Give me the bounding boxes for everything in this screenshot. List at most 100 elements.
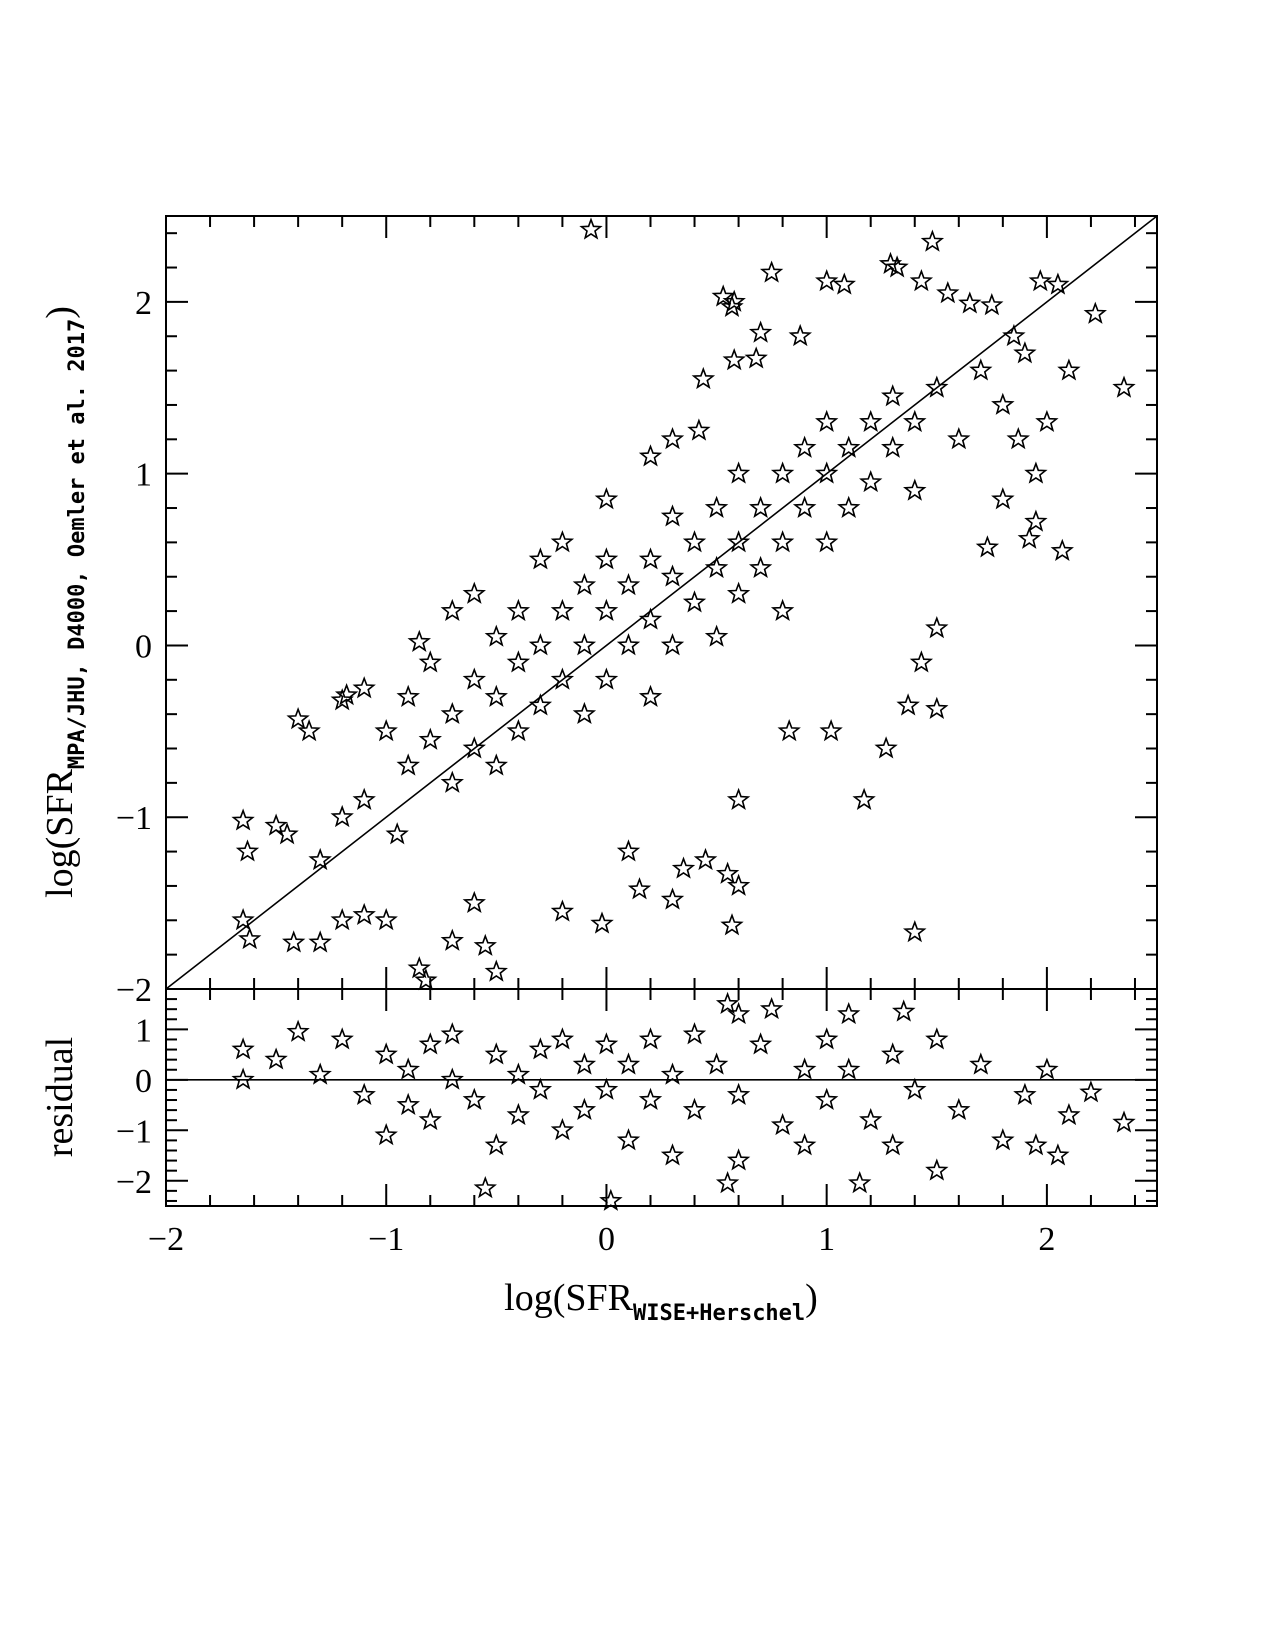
star-point [903, 920, 927, 943]
star-point [385, 822, 409, 845]
star-point [286, 1019, 310, 1042]
star-point [837, 435, 861, 458]
star-point [638, 1027, 663, 1050]
star-point [1002, 323, 1026, 347]
star-point [616, 1128, 641, 1151]
star-point [770, 530, 795, 553]
star-point [352, 787, 376, 810]
star-point [484, 1133, 508, 1156]
star-point [660, 564, 685, 587]
star-point [881, 1133, 905, 1156]
y-tick-label: −2 [116, 1164, 152, 1201]
star-point [572, 1097, 597, 1121]
star-point [594, 547, 619, 570]
star-point [374, 1042, 398, 1065]
star-point [704, 624, 729, 647]
star-point [925, 616, 949, 639]
star-point [792, 1057, 817, 1080]
star-point [1028, 269, 1052, 292]
star-point [638, 1087, 663, 1110]
star-point [594, 667, 619, 690]
star-point [691, 366, 716, 390]
star-point [903, 409, 927, 433]
star-point [909, 269, 934, 292]
star-point [744, 346, 768, 369]
star-point [1112, 1110, 1136, 1133]
star-point [462, 890, 486, 914]
star-point [1050, 538, 1074, 561]
star-point [720, 913, 744, 936]
star-point [616, 573, 641, 596]
star-point [231, 908, 255, 931]
star-point [590, 911, 614, 934]
star-point [975, 535, 1000, 558]
star-point [969, 1052, 993, 1075]
star-point [881, 435, 905, 458]
star-point [682, 530, 707, 553]
star-point [1006, 427, 1030, 450]
star-point [715, 991, 740, 1015]
star-point [414, 968, 438, 991]
star-point [1024, 509, 1048, 532]
star-point [920, 229, 945, 252]
reference-line [165, 215, 1158, 990]
star-point [726, 1148, 751, 1171]
star-point [1046, 272, 1070, 295]
star-point [1057, 358, 1081, 381]
star-point [440, 598, 464, 622]
star-point [528, 633, 553, 656]
star-point [726, 787, 751, 810]
star-point [407, 629, 431, 652]
star-point [881, 1042, 905, 1065]
star-point [594, 598, 619, 622]
star-point [726, 873, 751, 896]
star-point [579, 217, 603, 240]
star-point [903, 478, 927, 501]
star-point [925, 1027, 949, 1050]
star-point [660, 633, 685, 656]
star-point [1079, 1080, 1103, 1103]
y-tick-label: 1 [135, 457, 152, 494]
star-point [473, 1176, 497, 1199]
star-point [759, 260, 784, 283]
y-tick-label: −1 [116, 800, 152, 837]
star-point [374, 1122, 398, 1146]
star-point [837, 495, 861, 518]
star-point [660, 504, 685, 527]
star-point [1057, 1102, 1081, 1126]
star-point [859, 470, 883, 493]
star-point [506, 1102, 531, 1126]
bottom-frame [165, 988, 1158, 1207]
star-point [892, 999, 916, 1022]
star-point [572, 701, 597, 725]
star-point [1024, 461, 1048, 484]
star-point [792, 1133, 817, 1156]
star-point [231, 1067, 255, 1090]
star-point [440, 770, 464, 793]
star-point [874, 736, 898, 759]
star-point [947, 1097, 971, 1121]
star-point [815, 269, 839, 292]
star-point [462, 581, 486, 604]
star-point [627, 877, 652, 900]
star-point [726, 1001, 751, 1025]
star-point [396, 753, 420, 776]
star-point [980, 293, 1004, 316]
star-point [770, 1113, 795, 1136]
star-point [726, 530, 751, 553]
star-point [748, 320, 773, 343]
star-point [484, 959, 508, 982]
star-point [462, 1087, 486, 1110]
star-point [638, 684, 663, 707]
star-point [903, 1077, 927, 1100]
star-point [815, 1087, 839, 1110]
star-point [969, 358, 993, 381]
star-point [819, 719, 843, 742]
star-point [550, 530, 575, 553]
star-point [352, 676, 376, 699]
star-point [852, 787, 876, 810]
y-tick-label: 1 [135, 1012, 152, 1049]
y-tick-label: 0 [135, 1063, 152, 1100]
star-point [788, 323, 812, 347]
